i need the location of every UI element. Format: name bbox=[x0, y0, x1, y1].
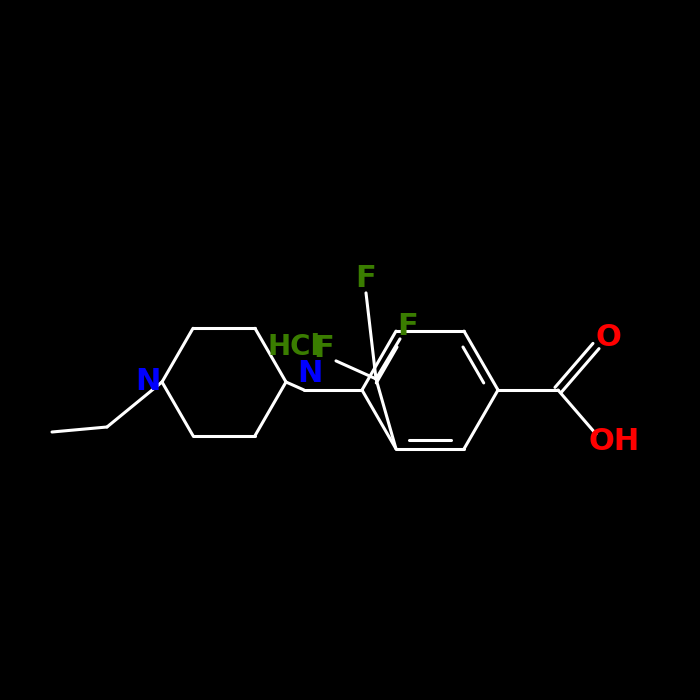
Text: N: N bbox=[135, 368, 161, 396]
Text: O: O bbox=[595, 323, 621, 353]
Text: F: F bbox=[314, 335, 335, 363]
Text: OH: OH bbox=[589, 428, 640, 456]
Text: HCl: HCl bbox=[267, 333, 321, 361]
Text: F: F bbox=[356, 265, 377, 293]
Text: N: N bbox=[298, 360, 323, 389]
Text: F: F bbox=[398, 312, 419, 342]
